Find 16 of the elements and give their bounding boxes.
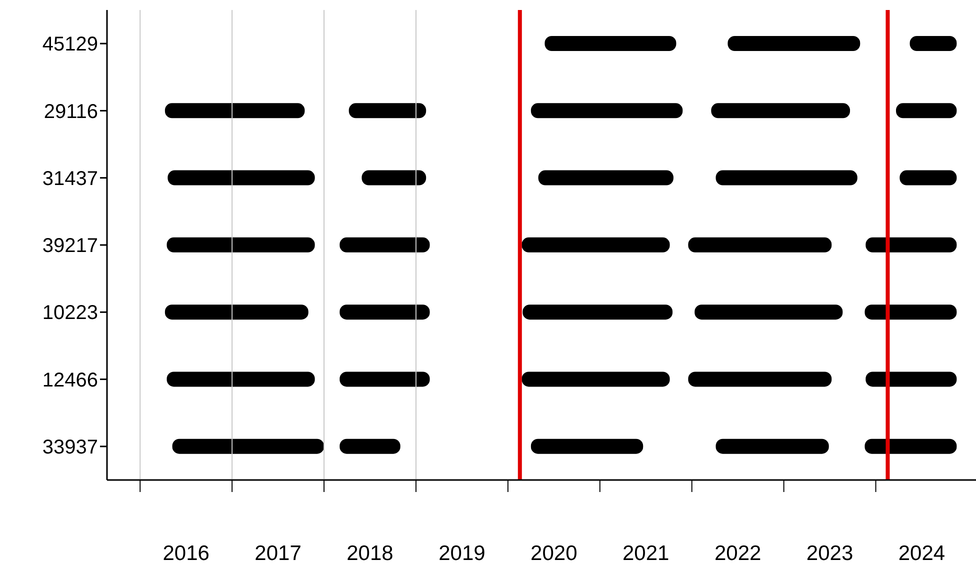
y-tick-label: 33937	[42, 436, 98, 459]
y-tick-label: 29116	[44, 100, 98, 123]
x-tick-label: 2019	[438, 542, 486, 565]
x-tick-label: 2018	[346, 542, 394, 565]
y-tick-label: 10223	[42, 302, 98, 324]
x-tick-label: 2016	[162, 542, 210, 565]
y-tick-label: 12466	[42, 369, 98, 392]
x-tick-label: 2020	[530, 542, 578, 565]
y-tick-label: 45129	[42, 34, 98, 56]
y-tick-label: 31437	[42, 168, 98, 190]
x-tick-label: 2017	[254, 542, 302, 565]
y-tick-label: 39217	[42, 235, 98, 258]
x-tick-label: 2021	[622, 542, 670, 565]
x-tick-label: 2023	[806, 542, 854, 565]
x-tick-label: 2022	[714, 542, 762, 565]
x-tick-label: 2024	[898, 542, 946, 565]
